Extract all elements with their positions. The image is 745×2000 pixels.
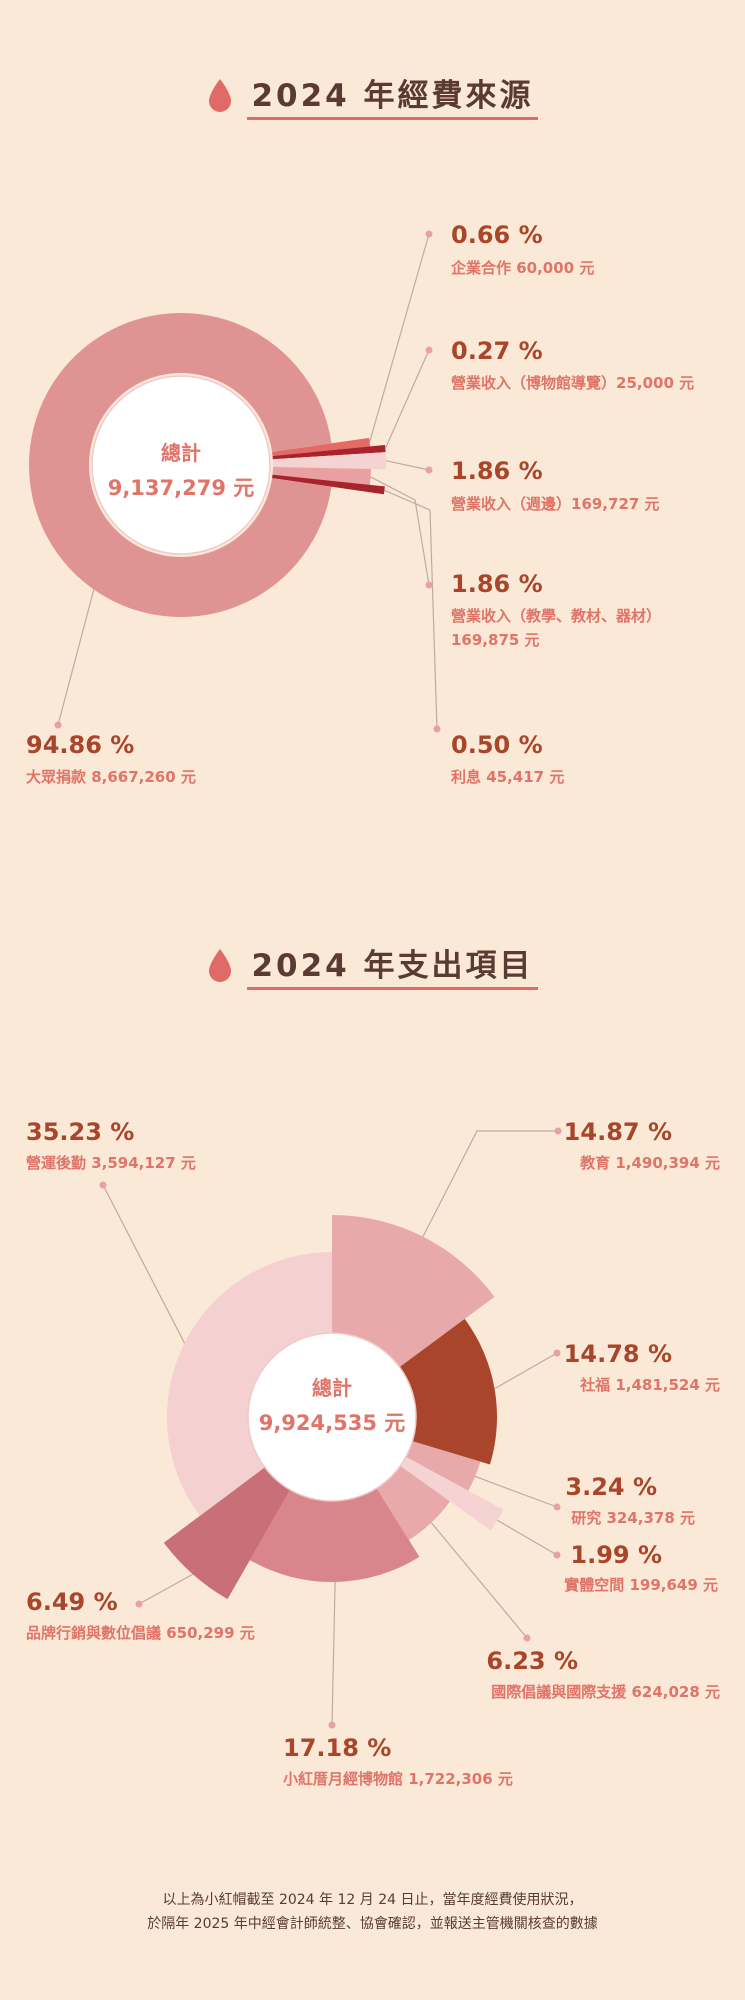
expense-label-research: 研究 324,378 元	[571, 1509, 695, 1527]
expense-leader-museum	[331, 1581, 336, 1726]
income-title: 2024 年經費來源	[0, 70, 745, 120]
expense-pct-international: 6.23 %	[486, 1647, 578, 1675]
expense-slice-1	[399, 1318, 497, 1465]
income-pct-teaching: 1.86 %	[451, 570, 543, 598]
expense-leader-international-dot	[523, 1634, 531, 1642]
income-chart: 總計 9,137,279 元 0.66 % 企業合作 60,000 元 0.27…	[26, 221, 694, 786]
expense-pct-museum: 17.18 %	[283, 1734, 391, 1762]
expense-title-text: 2024 年支出項目	[247, 940, 538, 990]
income-label-teaching: 營業收入（教學、教材、器材）	[451, 607, 661, 625]
income-center-total: 9,137,279 元	[108, 476, 255, 500]
expense-leader-operations	[102, 1184, 186, 1344]
expense-center-total: 9,924,535 元	[259, 1411, 406, 1435]
expense-slice-0	[332, 1215, 495, 1368]
expense-leader-research-dot	[553, 1503, 561, 1511]
income-leader-interest	[384, 489, 438, 730]
income-pct-merch: 1.86 %	[451, 457, 543, 485]
income-slice-3	[272, 452, 387, 470]
expense-title: 2024 年支出項目	[0, 940, 745, 990]
expense-label-education: 教育 1,490,394 元	[579, 1154, 720, 1172]
expense-slice-7	[167, 1252, 333, 1516]
income-leader-corporate-dot	[425, 230, 433, 238]
income-label-merch: 營業收入（週邊）169,727 元	[451, 495, 660, 513]
expense-label-marketing: 品牌行銷與數位倡議 650,299 元	[26, 1624, 255, 1642]
income-center-label: 總計	[161, 441, 201, 465]
income-slice-2	[272, 444, 386, 460]
expense-leader-marketing-dot	[135, 1600, 143, 1608]
income-pct-donations: 94.86 %	[26, 731, 134, 759]
income-pct-corporate: 0.66 %	[451, 221, 543, 249]
expense-slice-6	[163, 1467, 291, 1600]
blood-drop-icon	[209, 79, 232, 112]
income-pct-museum-tour: 0.27 %	[451, 337, 543, 365]
footer-line-2: 於隔年 2025 年中經會計師統整、協會確認，並報送主管機關核查的數據	[147, 1916, 598, 1932]
expense-label-operations: 營運後勤 3,594,127 元	[26, 1154, 196, 1172]
expense-pct-research: 3.24 %	[565, 1473, 657, 1501]
income-pct-interest: 0.50 %	[451, 731, 543, 759]
expense-label-welfare: 社福 1,481,524 元	[579, 1376, 720, 1394]
income-label-teaching-amount: 169,875 元	[451, 631, 540, 649]
income-leader-donations	[57, 589, 95, 726]
expense-center-circle	[247, 1332, 417, 1502]
income-leader-museum-tour-dot	[425, 346, 433, 354]
expense-leader-welfare-dot	[553, 1349, 561, 1357]
footer-note: 以上為小紅帽截至 2024 年 12 月 24 日止，當年度經費使用狀況， 於隔…	[0, 1888, 745, 1936]
income-leader-merch	[385, 460, 430, 471]
expense-label-museum: 小紅厝月經博物館 1,722,306 元	[283, 1770, 513, 1788]
income-label-corporate: 企業合作 60,000 元	[450, 259, 594, 277]
expense-slice-3	[400, 1456, 504, 1531]
income-leader-interest-dot	[433, 725, 441, 733]
expense-pct-marketing: 6.49 %	[26, 1588, 118, 1616]
expense-leader-marketing	[138, 1573, 194, 1605]
expense-pct-space: 1.99 %	[570, 1541, 662, 1569]
income-slice-1	[272, 437, 371, 457]
expense-center-label: 總計	[312, 1376, 352, 1400]
expense-label-space: 實體空間 199,649 元	[564, 1576, 718, 1594]
expense-pct-operations: 35.23 %	[26, 1118, 134, 1146]
income-slice-4	[272, 466, 371, 485]
expense-slice-2	[405, 1441, 481, 1491]
income-leader-teaching	[370, 476, 430, 586]
income-leader-donations-dot	[54, 721, 62, 729]
footer-line-1: 以上為小紅帽截至 2024 年 12 月 24 日止，當年度經費使用狀況，	[162, 1892, 583, 1908]
expense-leader-welfare	[494, 1352, 558, 1390]
expense-leader-international	[430, 1522, 528, 1639]
income-slice-5	[272, 474, 385, 495]
income-leader-museum-tour	[384, 349, 430, 449]
income-label-donations: 大眾捐款 8,667,260 元	[26, 768, 196, 786]
expense-leader-education	[422, 1130, 558, 1237]
income-leader-merch-dot	[425, 466, 433, 474]
income-label-museum-tour: 營業收入（博物館導覽）25,000 元	[451, 374, 694, 392]
income-slice-0	[28, 313, 332, 617]
expense-label-international: 國際倡議與國際支援 624,028 元	[491, 1683, 720, 1701]
expense-leader-museum-dot	[328, 1721, 336, 1729]
expense-leader-education-dot	[554, 1127, 562, 1135]
expense-slice-5	[249, 1488, 420, 1582]
expense-leader-space-dot	[553, 1551, 561, 1559]
expense-chart: 總計 9,924,535 元 14.87 % 教育 1,490,394 元 14…	[26, 1118, 720, 1788]
expense-leader-space	[497, 1519, 558, 1556]
income-title-text: 2024 年經費來源	[247, 70, 538, 120]
expense-pct-education: 14.87 %	[564, 1118, 672, 1146]
income-label-interest: 利息 45,417 元	[451, 768, 564, 786]
income-leader-teaching-dot	[425, 581, 433, 589]
expense-leader-operations-dot	[99, 1181, 107, 1189]
expense-leader-research	[474, 1475, 558, 1508]
blood-drop-icon	[209, 949, 232, 982]
expense-pct-welfare: 14.78 %	[564, 1340, 672, 1368]
expense-slice-4	[376, 1465, 450, 1540]
income-leader-corporate	[369, 233, 430, 443]
income-center-circle	[91, 375, 271, 555]
